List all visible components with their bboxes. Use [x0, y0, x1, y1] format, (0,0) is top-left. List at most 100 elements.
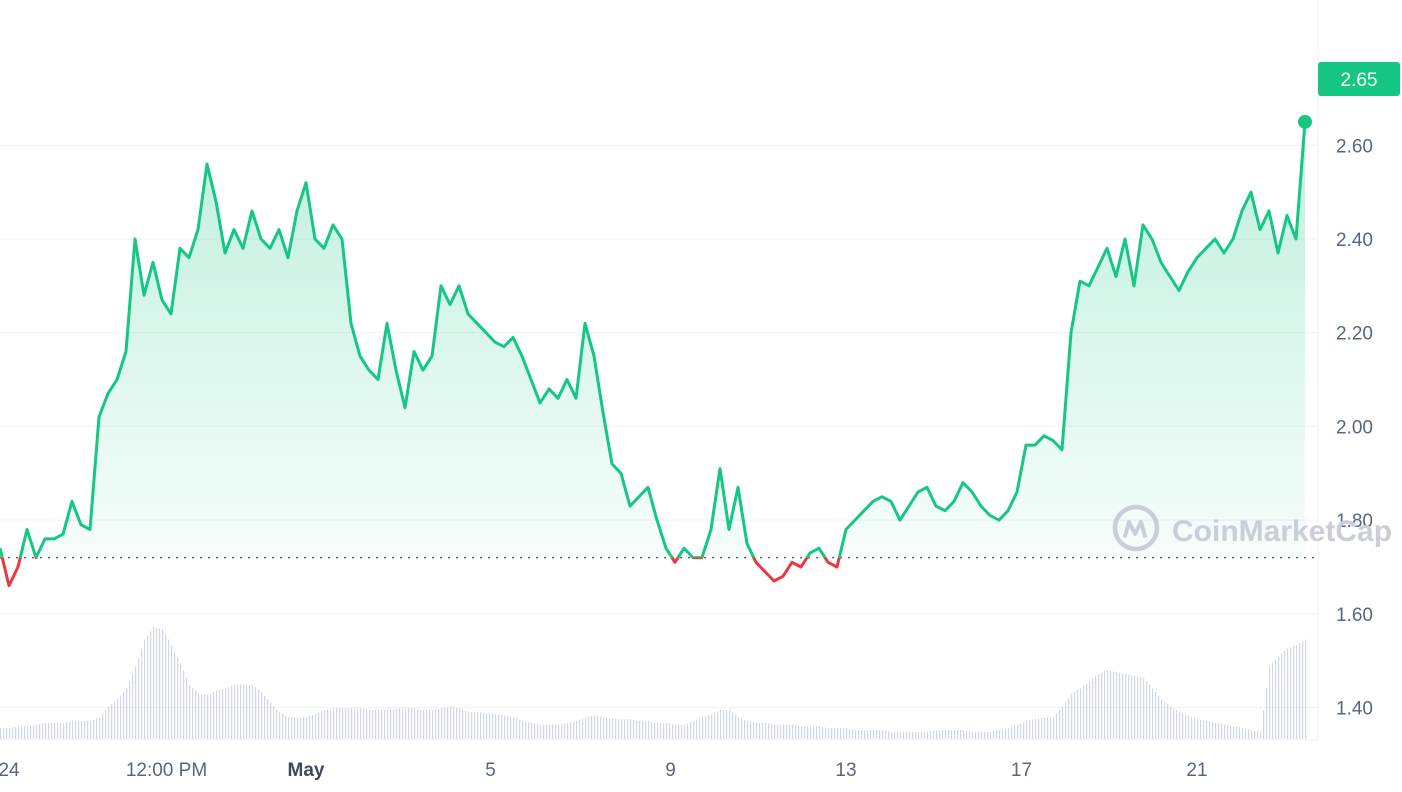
volume-bar: [231, 686, 233, 739]
volume-bar: [1074, 692, 1076, 739]
volume-bar: [36, 724, 38, 739]
volume-bar: [660, 722, 662, 739]
volume-bar: [921, 731, 923, 739]
volume-bar: [855, 729, 857, 739]
volume-bar: [1083, 686, 1085, 739]
volume-bar: [702, 717, 704, 739]
volume-bar: [399, 708, 401, 739]
volume-bar: [342, 708, 344, 739]
volume-bar: [1026, 720, 1028, 739]
volume-bar: [864, 729, 866, 739]
current-price-label: 2.65: [1341, 70, 1378, 91]
volume-bar: [12, 727, 14, 739]
volume-bar: [432, 710, 434, 739]
volume-bar: [756, 722, 758, 739]
volume-bar: [27, 726, 29, 739]
volume-bar: [150, 631, 152, 739]
volume-bar: [126, 688, 128, 739]
volume-bar: [93, 719, 95, 739]
volume-bar: [396, 708, 398, 739]
volume-bar: [1068, 698, 1070, 739]
volume-bar: [1134, 675, 1136, 739]
volume-bar: [180, 663, 182, 739]
volume-bar: [582, 718, 584, 739]
volume-bar: [1254, 730, 1256, 739]
volume-bar: [111, 704, 113, 739]
volume-bar: [1182, 713, 1184, 739]
volume-bar: [234, 684, 236, 739]
volume-bar: [897, 731, 899, 739]
volume-bar: [912, 731, 914, 739]
volume-bar: [831, 728, 833, 739]
volume-bar: [1236, 726, 1238, 739]
volume-bar: [429, 710, 431, 739]
volume-bar: [45, 722, 47, 739]
volume-bar: [135, 666, 137, 739]
volume-bar: [1089, 681, 1091, 739]
volume-bar: [456, 707, 458, 739]
volume-bar: [51, 722, 53, 739]
volume-bar: [504, 715, 506, 739]
volume-bar: [414, 708, 416, 739]
volume-bar: [315, 713, 317, 739]
volume-bar: [9, 728, 11, 739]
volume-bar: [1092, 678, 1094, 739]
x-tick-label: 5: [485, 760, 496, 781]
volume-bar: [270, 702, 272, 739]
volume-bar: [255, 687, 257, 739]
volume-bar: [117, 699, 119, 739]
volume-bar: [690, 722, 692, 739]
volume-bar: [90, 720, 92, 739]
volume-bar: [621, 719, 623, 739]
volume-bar: [1191, 716, 1193, 739]
volume-bar: [1278, 655, 1280, 739]
volume-bar: [174, 651, 176, 739]
volume-bar: [165, 634, 167, 739]
volume-bar: [306, 717, 308, 739]
volume-bar: [279, 711, 281, 739]
volume-bar: [282, 713, 284, 739]
volume-bar: [525, 721, 527, 739]
volume-bar: [945, 729, 947, 739]
coinmarketcap-logo-icon: [1112, 504, 1160, 552]
volume-bar: [57, 722, 59, 739]
volume-bar: [300, 717, 302, 739]
volume-bar: [780, 724, 782, 739]
volume-bar: [339, 708, 341, 739]
volume-bar: [189, 684, 191, 739]
volume-bar: [1299, 643, 1301, 739]
volume-bar: [846, 728, 848, 739]
volume-bar: [1014, 725, 1016, 739]
volume-bar: [918, 731, 920, 739]
volume-bar: [3, 728, 5, 739]
volume-bar: [267, 699, 269, 739]
volume-bar: [1143, 677, 1145, 739]
volume-bar: [147, 635, 149, 739]
volume-bar: [1200, 719, 1202, 739]
volume-bar: [480, 712, 482, 739]
volume-bar: [729, 710, 731, 739]
volume-bar: [198, 693, 200, 739]
volume-bar: [693, 720, 695, 739]
volume-bar: [543, 724, 545, 739]
volume-bar: [810, 726, 812, 739]
volume-bar: [528, 722, 530, 739]
volume-bar: [924, 731, 926, 739]
volume-bar: [519, 719, 521, 739]
volume-bar: [81, 720, 83, 739]
x-tick-label: 21: [1186, 760, 1207, 781]
volume-bar: [777, 724, 779, 739]
volume-bar: [435, 709, 437, 739]
volume-bar: [615, 719, 617, 739]
volume-bar: [933, 730, 935, 739]
volume-bar: [1293, 646, 1295, 739]
volume-bar: [21, 726, 23, 739]
y-tick-label: 2.00: [1336, 417, 1373, 438]
volume-bar: [900, 731, 902, 739]
volume-bar: [393, 708, 395, 739]
volume-bar: [156, 627, 158, 739]
volume-bar: [1059, 710, 1061, 739]
volume-bar: [834, 728, 836, 739]
volume-bar: [684, 724, 686, 739]
volume-bar: [1131, 675, 1133, 739]
